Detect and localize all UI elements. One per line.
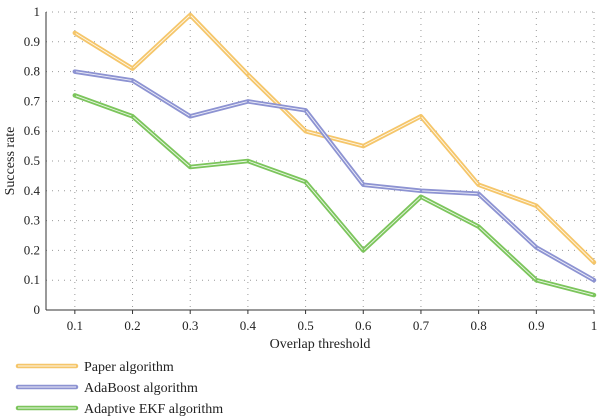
series-line	[72, 93, 597, 298]
y-tick-label: 0.7	[24, 93, 41, 108]
x-tick-label: 0.5	[297, 318, 313, 333]
x-tick-label: 0.2	[124, 318, 140, 333]
data-point	[535, 246, 538, 249]
legend-label: Paper algorithm	[84, 360, 174, 375]
y-tick-label: 0.1	[24, 272, 40, 287]
legend-item: AdaBoost algorithm	[15, 381, 198, 396]
data-point	[189, 115, 192, 118]
series-layer	[72, 12, 597, 298]
series-3	[72, 93, 597, 298]
x-tick-label: 0.6	[355, 318, 372, 333]
grid	[46, 11, 595, 310]
data-point	[592, 293, 596, 297]
data-point	[131, 115, 134, 118]
y-tick-label: 0.8	[24, 64, 40, 79]
data-point	[73, 31, 77, 35]
data-point	[477, 183, 480, 187]
legend-label: Adaptive EKF algorithm	[84, 402, 223, 417]
data-point	[477, 192, 480, 195]
y-tick-label: 0.9	[24, 34, 40, 49]
data-point	[362, 249, 365, 252]
series-line	[72, 69, 597, 283]
x-tick-label: 0.1	[67, 318, 83, 333]
data-point	[73, 70, 77, 73]
data-point	[304, 180, 307, 184]
series-line-highlight	[74, 71, 595, 281]
data-point	[246, 73, 250, 76]
x-tick-label: 0.8	[471, 318, 487, 333]
data-point	[131, 67, 134, 70]
series-1	[72, 12, 597, 265]
y-tick-label: 1	[34, 4, 41, 19]
x-tick-label: 0.3	[182, 318, 198, 333]
data-point	[592, 279, 596, 282]
data-point	[477, 225, 480, 228]
legend-label: AdaBoost algorithm	[84, 381, 198, 396]
data-point	[535, 279, 538, 282]
data-point	[246, 159, 250, 163]
data-point	[362, 144, 365, 148]
x-axis-title: Overlap threshold	[270, 337, 371, 352]
x-tick-label: 0.9	[528, 318, 544, 333]
data-point	[189, 13, 192, 17]
data-point	[419, 189, 423, 192]
data-point	[419, 115, 423, 118]
data-point	[304, 130, 307, 133]
axes	[45, 12, 595, 314]
y-tick-label: 0.4	[24, 183, 41, 198]
y-axis-title: Success rate	[3, 127, 18, 196]
data-point	[246, 100, 250, 103]
y-tick-label: 0.2	[24, 242, 40, 257]
y-tick-label: 0.5	[24, 153, 40, 168]
x-tick-label: 0.4	[240, 318, 257, 333]
data-point	[592, 261, 596, 264]
x-tick-label: 1	[591, 318, 598, 333]
y-tick-label: 0	[34, 302, 41, 317]
data-point	[73, 94, 77, 97]
legend-item: Paper algorithm	[15, 360, 174, 375]
x-tick-label: 0.7	[413, 318, 430, 333]
legend-item: Adaptive EKF algorithm	[15, 402, 223, 417]
data-point	[189, 165, 192, 169]
data-point	[304, 109, 307, 112]
y-tick-label: 0.6	[24, 123, 41, 138]
series-line-highlight	[74, 94, 595, 296]
data-point	[362, 183, 365, 187]
series-2	[72, 69, 597, 283]
data-point	[419, 195, 423, 198]
data-point	[131, 79, 134, 82]
series-line-highlight	[74, 14, 595, 263]
legend: Paper algorithm AdaBoost algorithm Adaptiv…	[15, 360, 223, 417]
data-point	[535, 204, 538, 207]
y-tick-label: 0.3	[24, 213, 40, 228]
tick-labels: 0 0.1 0.2 0.3 0.4 0.5 0.6 0.7 0.8 0.9 1 0.1 0.2 0.3 0.…	[24, 4, 598, 333]
